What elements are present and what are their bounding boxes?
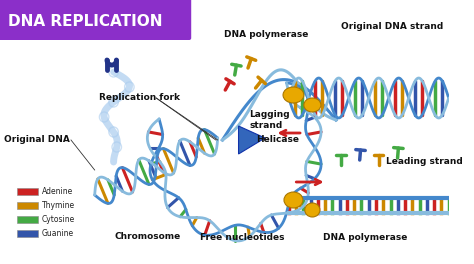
Text: Original DNA strand: Original DNA strand <box>341 22 443 31</box>
FancyBboxPatch shape <box>0 0 191 40</box>
Text: Lagging
strand: Lagging strand <box>249 110 290 130</box>
Text: Original DNA: Original DNA <box>4 135 70 144</box>
Text: Adenine: Adenine <box>42 187 73 196</box>
Text: Guanine: Guanine <box>42 229 74 238</box>
Text: Thymine: Thymine <box>42 201 75 210</box>
Text: DNA polymerase: DNA polymerase <box>224 30 309 39</box>
Ellipse shape <box>304 98 321 112</box>
Text: DNA REPLICATION: DNA REPLICATION <box>8 15 162 30</box>
Text: Cytosine: Cytosine <box>42 215 75 224</box>
Ellipse shape <box>283 87 304 103</box>
Text: Helicase: Helicase <box>256 135 299 144</box>
Text: Chromosome: Chromosome <box>114 232 181 241</box>
Text: Replication fork: Replication fork <box>99 93 180 102</box>
Ellipse shape <box>305 203 320 217</box>
Text: Free nucleotides: Free nucleotides <box>200 233 284 242</box>
Text: DNA polymerase: DNA polymerase <box>323 233 408 242</box>
Bar <box>17 202 38 209</box>
Bar <box>17 188 38 195</box>
Bar <box>17 216 38 223</box>
Bar <box>17 230 38 237</box>
Text: Leading strand: Leading strand <box>386 157 463 166</box>
Ellipse shape <box>284 192 303 208</box>
Polygon shape <box>238 126 265 154</box>
